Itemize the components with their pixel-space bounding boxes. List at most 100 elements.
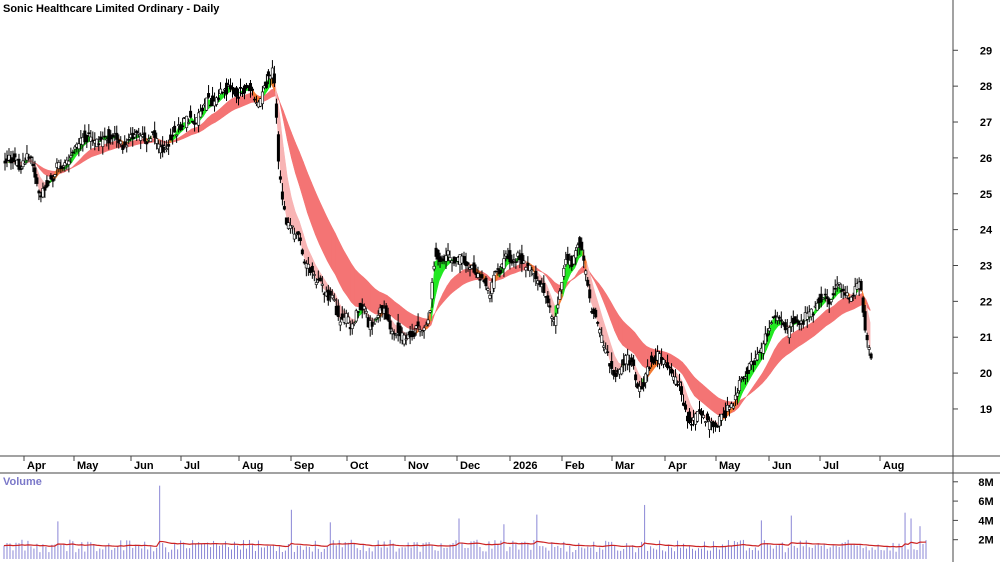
candle-body bbox=[421, 331, 423, 332]
candle-body bbox=[149, 139, 151, 142]
volume-tick-label: 6M bbox=[978, 496, 993, 508]
candle-body bbox=[774, 316, 776, 317]
candle-body bbox=[738, 380, 740, 390]
long-term-band-segment bbox=[695, 377, 699, 399]
candle-body bbox=[88, 133, 90, 134]
candle-body bbox=[375, 318, 377, 319]
candle-body bbox=[640, 387, 642, 389]
time-tick-label: Nov bbox=[408, 460, 430, 472]
long-term-band-segment bbox=[351, 263, 355, 306]
candle-body bbox=[261, 92, 263, 104]
candle-body bbox=[207, 93, 209, 97]
candle-body bbox=[864, 311, 866, 330]
candle-body bbox=[331, 295, 333, 298]
candle-body bbox=[587, 280, 589, 285]
time-tick-label: Feb bbox=[565, 460, 585, 472]
candle-body bbox=[122, 145, 124, 149]
volume-tick-label: 8M bbox=[978, 477, 993, 489]
candle-body bbox=[34, 168, 36, 177]
long-term-band-segment bbox=[367, 281, 371, 312]
candle-body bbox=[68, 161, 70, 164]
candle-body bbox=[239, 87, 241, 88]
candle-body bbox=[393, 333, 395, 334]
candle-body bbox=[688, 412, 690, 423]
candle-body bbox=[86, 135, 88, 142]
long-term-band-segment bbox=[323, 209, 327, 261]
candle-body bbox=[846, 293, 848, 296]
candle-body bbox=[217, 98, 219, 100]
candle-body bbox=[12, 158, 14, 162]
candle-body bbox=[267, 72, 269, 76]
candle-body bbox=[595, 310, 597, 317]
candle-body bbox=[678, 382, 680, 383]
candle-body bbox=[439, 257, 441, 262]
candle-body bbox=[351, 324, 353, 329]
long-term-band-segment bbox=[702, 384, 706, 406]
candle-body bbox=[347, 317, 349, 323]
candle-body bbox=[431, 283, 433, 299]
candle-body bbox=[333, 300, 335, 301]
candle-body bbox=[221, 92, 223, 93]
volume-tick-label: 2M bbox=[978, 535, 993, 547]
candle-body bbox=[499, 270, 501, 274]
candle-body bbox=[167, 144, 169, 146]
candle-body bbox=[48, 181, 50, 182]
candle-body bbox=[614, 373, 616, 377]
candle-body bbox=[606, 352, 608, 353]
candle-body bbox=[301, 250, 303, 254]
candle-body bbox=[670, 369, 672, 373]
candle-body bbox=[441, 256, 443, 257]
candle-body bbox=[824, 294, 826, 295]
price-tick-label: 23 bbox=[980, 260, 992, 272]
candle-body bbox=[283, 206, 285, 209]
candle-body bbox=[189, 111, 191, 117]
long-term-band-segment bbox=[643, 343, 647, 369]
candle-body bbox=[493, 275, 495, 288]
candle-body bbox=[724, 411, 726, 418]
long-term-band-segment bbox=[343, 249, 347, 296]
chart-title: Sonic Healthcare Limited Ordinary - Dail… bbox=[3, 3, 220, 15]
candle-body bbox=[319, 278, 321, 281]
price-tick-label: 28 bbox=[980, 81, 992, 93]
candle-body bbox=[62, 167, 64, 168]
candle-body bbox=[551, 317, 553, 319]
candle-body bbox=[826, 297, 828, 299]
candle-body bbox=[736, 393, 738, 396]
time-tick-label: 2026 bbox=[513, 460, 537, 472]
time-tick-label: Apr bbox=[27, 460, 47, 472]
candle-body bbox=[495, 271, 497, 272]
candle-body bbox=[447, 251, 449, 255]
long-term-band-segment bbox=[842, 298, 846, 314]
candle-body bbox=[138, 133, 140, 134]
time-tick-label: Jun bbox=[772, 460, 792, 472]
candle-body bbox=[714, 423, 716, 426]
candle-body bbox=[866, 335, 868, 340]
candle-body bbox=[155, 139, 157, 144]
candle-body bbox=[668, 367, 670, 368]
candle-body bbox=[802, 321, 804, 325]
candle-body bbox=[187, 122, 189, 123]
candle-body bbox=[429, 311, 431, 313]
candle-body bbox=[303, 262, 305, 263]
long-term-band-segment bbox=[710, 391, 714, 412]
candle-body bbox=[830, 300, 832, 302]
candle-body bbox=[329, 291, 331, 295]
candle-body bbox=[762, 344, 764, 354]
candle-body bbox=[365, 311, 367, 313]
candle-body bbox=[363, 306, 365, 309]
candle-body bbox=[756, 354, 758, 360]
long-term-band-segment bbox=[319, 201, 323, 253]
long-term-band-segment bbox=[818, 314, 822, 333]
candle-body bbox=[489, 295, 491, 298]
candle-body bbox=[850, 297, 852, 301]
long-term-band-segment bbox=[511, 267, 515, 275]
candle-body bbox=[387, 314, 389, 320]
long-term-band-segment bbox=[315, 191, 319, 244]
candle-body bbox=[70, 156, 72, 158]
candle-body bbox=[810, 309, 812, 316]
long-term-band-segment bbox=[391, 298, 395, 319]
candle-body bbox=[337, 306, 339, 317]
candle-body bbox=[708, 421, 710, 429]
candle-body bbox=[98, 144, 100, 145]
